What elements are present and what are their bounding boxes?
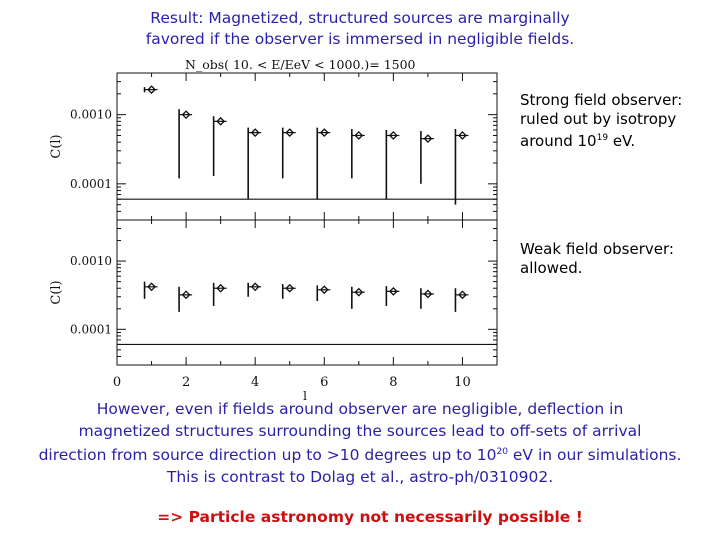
point-marker [319,285,329,295]
y-tick-label: 0.0001 [70,322,112,336]
strong-note-line-3: around 1019 eV. [520,132,636,150]
data-point [247,127,262,200]
point-marker [181,290,191,300]
point-marker [354,287,364,297]
weak-note-line-2: allowed. [520,259,583,277]
point-marker [147,282,156,292]
point-marker [388,131,398,140]
data-point [351,286,365,309]
explanation-line-4: This is contrast to Dolag et al., astro-… [166,467,554,486]
point-marker [147,85,156,95]
data-point [420,131,434,184]
weak-note-line-1: Weak field observer: [520,240,674,258]
panel-1: 0.0010 0.0001 C(l) N_obs( 10. < E/EeV < 100… [49,57,498,221]
x-tick-label: 0 [113,375,121,390]
conclusion-text: => Particle astronomy not necessarily po… [157,508,583,526]
x-tick-label: 2 [182,375,190,390]
point-marker [458,290,467,300]
explanation-line-2: magnetized structures surrounding the so… [78,421,642,440]
strong-field-note: Strong field observer: ruled out by isot… [520,91,720,151]
chart-title: N_obs( 10. < E/EeV < 1000.)= 1500 [185,57,416,72]
explanation-text: However, even if fields around observer … [0,399,720,488]
strong-note-line-2: ruled out by isotropy [520,110,677,128]
x-tick-label: 6 [320,375,328,390]
title-line-2: favored if the observer is immersed in n… [145,30,575,48]
data-point [454,288,469,312]
data-point [316,285,331,302]
data-point [247,282,262,297]
point-marker [250,282,260,292]
plot-frame [116,72,498,221]
y-tick-label: 0.0010 [70,108,112,122]
explanation-line-1: However, even if fields around observer … [96,400,624,418]
data-point [178,109,193,179]
point-marker [285,128,295,138]
plot-frame [116,219,498,366]
point-marker [181,110,191,120]
y-axis-label: C(l) [49,280,64,304]
point-marker [388,286,398,296]
point-marker [216,283,226,293]
x-tick-label: 8 [389,375,397,390]
y-tick-label: 0.0010 [70,254,112,268]
title-line-1: Result: Magnetized, structured sources a… [150,9,570,27]
data-point [281,283,296,299]
x-tick-label: 10 [454,375,471,390]
point-marker [285,283,295,293]
data-point [316,127,331,200]
point-marker [423,289,433,299]
x-axis-label: l [303,389,307,403]
data-point [351,129,365,179]
point-marker [319,128,329,138]
strong-note-line-1: Strong field observer: [520,91,683,109]
point-marker [354,131,364,140]
panel-2: 0.0010 0.0001 0 2 4 6 8 10 C(l) l [49,219,498,403]
data-point [212,282,227,306]
point-marker [250,128,260,138]
point-marker [216,116,226,126]
slide-title: Result: Magnetized, structured sources a… [0,8,720,50]
x-tick-label: 4 [251,375,259,390]
data-point [178,286,193,312]
data-point [143,85,158,95]
weak-field-note: Weak field observer: allowed. [520,240,720,278]
data-point [385,286,400,306]
y-tick-label: 0.0001 [70,177,112,191]
data-point [385,129,400,200]
y-axis-label: C(l) [49,134,64,158]
data-point [212,116,227,176]
data-point [454,129,469,205]
data-point [420,288,434,309]
explanation-line-3: direction from source direction up to >1… [38,446,682,465]
point-marker [423,134,433,144]
data-point [143,281,158,299]
data-point [281,127,296,179]
point-marker [458,131,467,140]
